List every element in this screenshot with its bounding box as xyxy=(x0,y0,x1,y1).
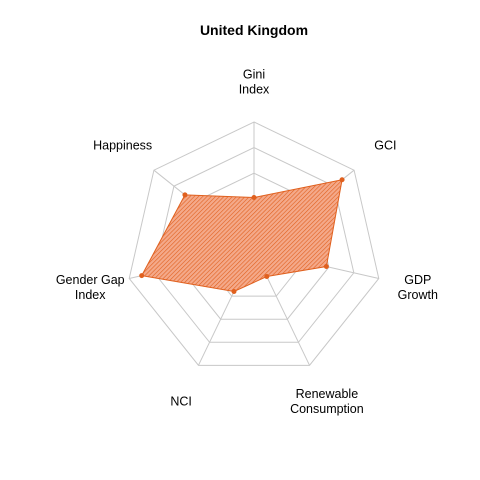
data-point-4 xyxy=(231,289,237,295)
axis-label-line: Happiness xyxy=(93,138,152,152)
axis-label-4: NCI xyxy=(170,394,192,408)
axis-label-line: Index xyxy=(239,83,270,97)
axis-label-line: Growth xyxy=(398,288,438,302)
radar-series xyxy=(139,177,345,295)
axis-label-3: Renewable Consumption xyxy=(290,387,364,416)
data-point-0 xyxy=(251,195,257,201)
chart-title: United Kingdom xyxy=(200,22,308,38)
axis-label-line: Consumption xyxy=(290,402,364,416)
series-area xyxy=(140,179,343,293)
data-point-5 xyxy=(139,273,145,279)
data-point-2 xyxy=(323,264,329,270)
axis-label-0: Gini Index xyxy=(239,68,270,97)
axis-label-line: GCI xyxy=(374,138,396,152)
grid-ring-5 xyxy=(128,121,380,366)
data-point-3 xyxy=(264,274,270,280)
axis-label-line: Index xyxy=(75,288,106,302)
axis-label-line: GDP xyxy=(404,273,431,287)
axis-label-5: Gender Gap Index xyxy=(56,273,125,302)
axis-label-2: GDP Growth xyxy=(398,273,438,302)
axis-label-6: Happiness xyxy=(93,138,152,152)
axis-label-1: GCI xyxy=(374,138,396,152)
data-point-1 xyxy=(339,177,345,183)
data-point-6 xyxy=(182,192,188,198)
axis-label-line: Gender Gap xyxy=(56,273,125,287)
axis-label-line: Renewable xyxy=(296,387,359,401)
axis-label-line: NCI xyxy=(170,394,192,408)
axis-label-line: Gini xyxy=(243,68,265,82)
